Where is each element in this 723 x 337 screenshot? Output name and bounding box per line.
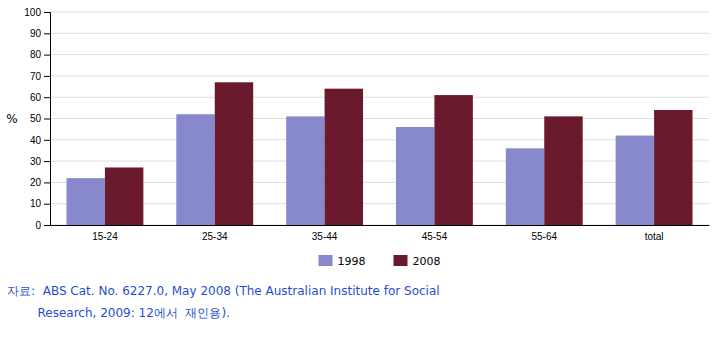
y-tick: 70 bbox=[30, 71, 50, 82]
bar bbox=[506, 148, 544, 225]
bar bbox=[286, 116, 324, 225]
y-tick-label: 0 bbox=[35, 220, 41, 231]
bar-series bbox=[105, 82, 693, 225]
y-tick-mark bbox=[44, 204, 50, 205]
y-tick-mark bbox=[44, 76, 50, 77]
y-tick-mark bbox=[44, 140, 50, 141]
grid-line bbox=[50, 33, 709, 34]
y-axis: 0 10 20 30 40 50 60 70 80 90 100 bbox=[24, 7, 50, 231]
x-tick: 25-34 bbox=[202, 231, 228, 242]
grid-line bbox=[50, 139, 709, 140]
x-tick-label: 15-24 bbox=[92, 231, 118, 242]
grid-line bbox=[50, 97, 709, 98]
y-tick-label: 70 bbox=[30, 71, 42, 82]
y-tick: 20 bbox=[30, 177, 50, 188]
plot: 0 10 20 30 40 50 60 70 80 90 100% 15-24 25-34 35-44 45… bbox=[6, 7, 709, 242]
x-tick: 35-44 bbox=[312, 231, 338, 242]
y-tick: 0 bbox=[35, 220, 50, 231]
y-tick-label: 10 bbox=[30, 198, 42, 209]
y-tick-label: 80 bbox=[30, 49, 42, 60]
legend-swatch bbox=[319, 255, 333, 266]
bar bbox=[434, 95, 472, 225]
y-tick-label: 30 bbox=[30, 156, 42, 167]
bar bbox=[654, 110, 692, 225]
x-axis-line bbox=[51, 225, 710, 226]
grid-line bbox=[50, 118, 709, 119]
bar bbox=[544, 116, 582, 225]
bar bbox=[616, 136, 654, 225]
bar bbox=[66, 178, 104, 225]
y-tick: 40 bbox=[30, 135, 50, 146]
y-tick-label: 60 bbox=[30, 92, 42, 103]
caption-line: Research, 2009: 12에서 재인용). bbox=[7, 306, 230, 320]
x-axis: 15-24 25-34 35-44 45-54 55-64 total bbox=[51, 226, 710, 243]
y-tick: 50 bbox=[30, 113, 50, 124]
y-tick-mark bbox=[44, 119, 50, 120]
x-tick-label: 55-64 bbox=[531, 231, 557, 242]
bar bbox=[325, 89, 363, 225]
grid-line bbox=[50, 203, 709, 204]
grid-line bbox=[50, 54, 709, 55]
y-tick-mark bbox=[44, 225, 50, 226]
y-tick: 10 bbox=[30, 198, 50, 209]
y-tick: 30 bbox=[30, 156, 50, 167]
y-tick-label: 40 bbox=[30, 135, 42, 146]
bars bbox=[66, 82, 692, 225]
x-tick: total bbox=[645, 231, 664, 242]
x-tick: 15-24 bbox=[92, 231, 118, 242]
x-tick-label: 25-34 bbox=[202, 231, 228, 242]
y-tick-label: 100 bbox=[24, 7, 41, 18]
y-tick: 60 bbox=[30, 92, 50, 103]
legend: 1998 2008 bbox=[319, 255, 441, 268]
y-tick-label: 90 bbox=[30, 28, 42, 39]
grid-line bbox=[50, 75, 709, 76]
y-tick-label: 20 bbox=[30, 177, 42, 188]
legend-swatch bbox=[394, 255, 408, 266]
bar bbox=[105, 167, 143, 225]
y-tick-label: 50 bbox=[30, 113, 42, 124]
y-tick-mark bbox=[44, 33, 50, 34]
y-tick: 100 bbox=[24, 7, 50, 18]
grid-line bbox=[50, 12, 709, 13]
y-tick-mark bbox=[44, 161, 50, 162]
chart: 0 10 20 30 40 50 60 70 80 90 100% 15-24 25-34 35-44 45… bbox=[0, 0, 723, 337]
y-tick-mark bbox=[44, 12, 50, 13]
x-tick: 55-64 bbox=[531, 231, 557, 242]
legend-item: 2008 bbox=[394, 255, 441, 268]
legend-item: 1998 bbox=[319, 255, 366, 268]
grid-line bbox=[50, 225, 709, 226]
y-tick-mark bbox=[44, 55, 50, 56]
x-tick-label: 35-44 bbox=[312, 231, 338, 242]
y-tick: 90 bbox=[30, 28, 50, 39]
y-axis-title: % bbox=[6, 112, 17, 126]
caption-line: 자료: ABS Cat. No. 6227.0, May 2008 (The A… bbox=[7, 284, 440, 298]
x-tick-label: 45-54 bbox=[422, 231, 448, 242]
grid-line bbox=[50, 182, 709, 183]
x-tick: 45-54 bbox=[422, 231, 448, 242]
y-tick: 80 bbox=[30, 49, 50, 60]
bar bbox=[176, 114, 214, 225]
bar bbox=[396, 127, 434, 225]
grid bbox=[50, 12, 709, 225]
grid-line bbox=[50, 161, 709, 162]
caption: 자료: ABS Cat. No. 6227.0, May 2008 (The A… bbox=[7, 284, 440, 320]
legend-label: 1998 bbox=[338, 255, 366, 268]
x-tick-label: total bbox=[645, 231, 664, 242]
y-tick-mark bbox=[44, 182, 50, 183]
y-axis-line bbox=[44, 13, 51, 226]
y-tick-mark bbox=[44, 97, 50, 98]
bar bbox=[215, 82, 253, 225]
legend-label: 2008 bbox=[413, 255, 441, 268]
